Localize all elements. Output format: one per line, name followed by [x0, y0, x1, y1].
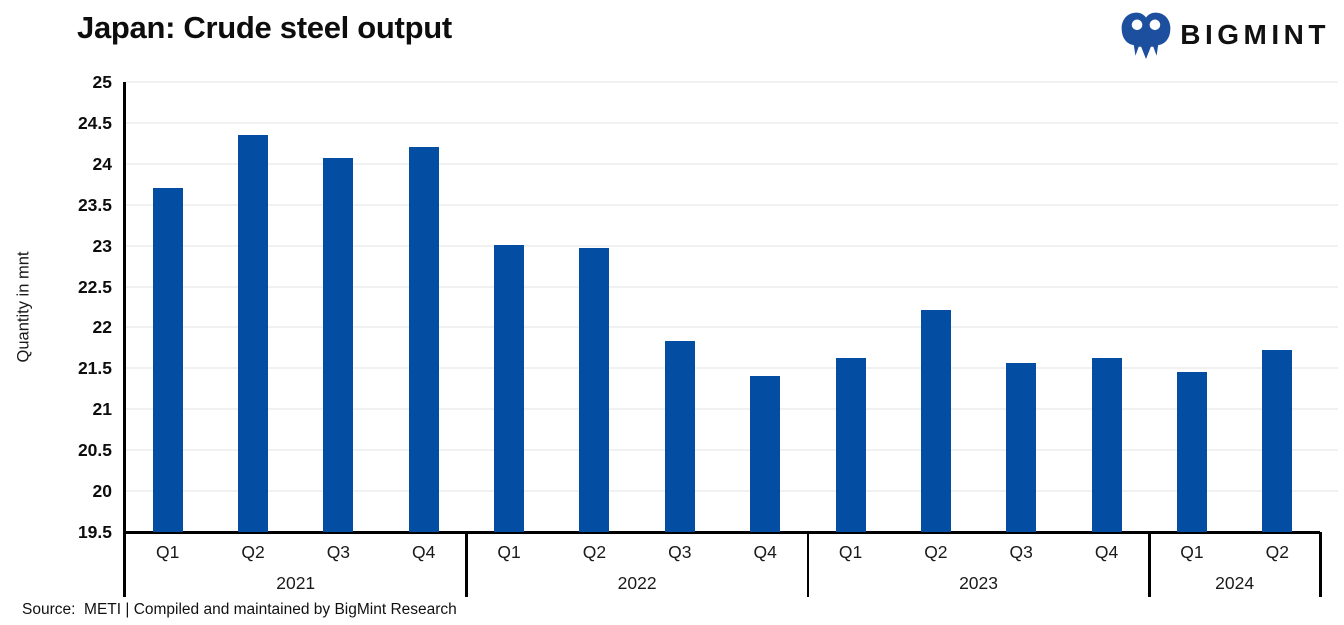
bar-2023-Q1	[835, 357, 866, 532]
gridline	[125, 81, 1338, 83]
y-tick-label: 21	[92, 399, 112, 420]
bar-2022-Q4	[750, 375, 781, 532]
chart-title: Japan: Crude steel output	[77, 10, 452, 45]
x-year-label: 2021	[276, 573, 316, 593]
x-quarter-label: Q2	[924, 542, 948, 562]
gridline	[125, 408, 1338, 411]
x-year-label: 2023	[959, 573, 999, 593]
y-tick-label: 20	[92, 481, 112, 502]
y-tick-label: 22	[92, 317, 112, 338]
bar-2024-Q1	[1176, 372, 1207, 532]
bar-2021-Q2	[238, 135, 269, 532]
bigmint-logo: BIGMINT	[1120, 8, 1330, 66]
x-quarter-label: Q1	[1180, 542, 1204, 562]
bar-2023-Q4	[1091, 357, 1122, 532]
x-quarter-label: Q3	[326, 542, 351, 562]
x-year-label: 2022	[617, 573, 657, 593]
bar-2021-Q1	[152, 188, 183, 532]
bar-2022-Q2	[579, 248, 610, 532]
year-divider	[1319, 532, 1322, 597]
gridline	[125, 244, 1338, 247]
x-axis-line	[123, 530, 1320, 534]
bar-2024-Q2	[1262, 350, 1293, 532]
y-tick-label: 24.5	[77, 112, 112, 133]
x-quarter-label: Q4	[412, 542, 436, 562]
y-tick-label: 22.5	[77, 276, 112, 297]
y-tick-label: 21.5	[77, 358, 112, 379]
y-tick-label: 23.5	[77, 194, 112, 215]
x-quarter-label: Q1	[838, 542, 863, 562]
x-quarter-label: Q4	[1094, 542, 1119, 562]
year-divider	[1148, 532, 1151, 597]
y-tick-label: 23	[92, 235, 112, 256]
x-quarter-label: Q3	[1009, 542, 1033, 562]
x-quarter-label: Q2	[1265, 542, 1289, 562]
y-tick-label: 19.5	[77, 522, 112, 542]
x-quarter-label: Q3	[668, 542, 692, 562]
gridline	[125, 367, 1338, 370]
x-quarter-label: Q4	[753, 542, 777, 562]
gridline	[125, 490, 1338, 493]
year-divider	[465, 532, 468, 597]
bar-2023-Q2	[920, 310, 951, 532]
y-tick-label: 25	[92, 72, 112, 92]
y-tick-label: 20.5	[77, 440, 112, 461]
x-quarter-label: Q1	[497, 542, 521, 562]
x-quarter-label: Q1	[155, 542, 180, 562]
bar-2022-Q1	[494, 244, 525, 532]
y-axis-line	[123, 82, 126, 597]
gridline	[125, 121, 1338, 124]
gridline	[125, 285, 1338, 288]
year-divider	[806, 532, 810, 597]
x-year-label: 2024	[1215, 573, 1255, 593]
bar-2021-Q4	[408, 147, 439, 532]
gridline	[125, 203, 1338, 206]
gridline	[125, 162, 1338, 165]
bigmint-people-icon	[1121, 12, 1171, 59]
source-note: Source: METI | Compiled and maintained b…	[22, 601, 457, 618]
bigmint-logo-text: BIGMINT	[1180, 19, 1330, 50]
x-quarter-label: Q2	[241, 542, 265, 562]
bar-2021-Q3	[323, 158, 354, 532]
y-tick-label: 24	[92, 153, 112, 174]
bar-2022-Q3	[664, 341, 695, 532]
x-quarter-label: Q2	[582, 542, 607, 562]
bar-2023-Q3	[1006, 363, 1037, 532]
gridline	[125, 449, 1338, 452]
gridline	[125, 326, 1338, 329]
